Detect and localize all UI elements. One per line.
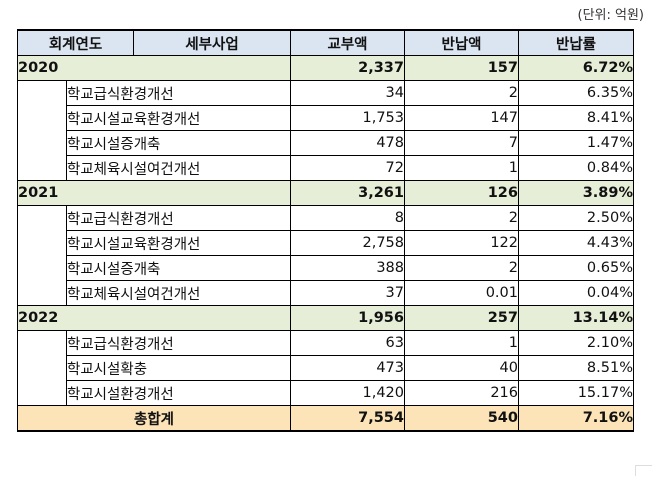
table-row: 학교시설교육환경개선 2,758 122 4.43% (18, 230, 634, 256)
item-rate: 8.51% (518, 355, 634, 381)
item-name: 학교시설교육환경개선 (66, 105, 291, 131)
item-returned: 147 (404, 105, 519, 131)
total-grant: 7,554 (290, 405, 405, 432)
page-corner-mark (635, 465, 652, 476)
item-returned: 2 (404, 255, 519, 281)
header-return-rate: 반납률 (518, 29, 634, 56)
year-grant: 1,956 (290, 305, 405, 331)
year-rate: 3.89% (518, 180, 634, 206)
item-name: 학교시설교육환경개선 (66, 230, 291, 256)
item-name: 학교시설환경개선 (66, 380, 291, 406)
item-name: 학교급식환경개선 (66, 80, 291, 106)
year-label: 2020 (17, 55, 291, 81)
year-returned: 257 (404, 305, 519, 331)
item-name: 학교체육시설여건개선 (66, 155, 291, 181)
total-returned: 540 (404, 405, 519, 432)
item-grant: 2,758 (290, 230, 405, 256)
total-rate: 7.16% (518, 405, 634, 432)
item-grant: 388 (290, 255, 405, 281)
item-returned: 2 (404, 205, 519, 231)
item-grant: 63 (290, 330, 405, 356)
year-returned: 126 (404, 180, 519, 206)
year-row-2021: 2021 3,261 126 3.89% (17, 180, 634, 206)
item-returned: 122 (404, 230, 519, 256)
item-rate: 0.84% (518, 155, 634, 181)
item-grant: 72 (290, 155, 405, 181)
item-grant: 1,753 (290, 105, 405, 131)
item-returned: 1 (404, 330, 519, 356)
item-returned: 7 (404, 130, 519, 156)
year-spacer-cell (17, 205, 67, 306)
item-rate: 0.04% (518, 280, 634, 306)
table-row: 학교시설증개축 478 7 1.47% (18, 130, 634, 156)
table-row: 학교시설증개축 388 2 0.65% (18, 255, 634, 281)
header-grant: 교부액 (290, 29, 405, 56)
year-label: 2021 (17, 180, 291, 206)
year-grant: 2,337 (290, 55, 405, 81)
table-row: 학교체육시설여건개선 37 0.01 0.04% (18, 280, 634, 306)
item-name: 학교급식환경개선 (66, 330, 291, 356)
year-rate: 13.14% (518, 305, 634, 331)
item-rate: 8.41% (518, 105, 634, 131)
item-grant: 37 (290, 280, 405, 306)
header-fiscal-year: 회계연도 (17, 29, 134, 56)
item-rate: 0.65% (518, 255, 634, 281)
item-name: 학교시설증개축 (66, 255, 291, 281)
item-returned: 40 (404, 355, 519, 381)
item-rate: 2.50% (518, 205, 634, 231)
table-row: 학교급식환경개선 34 2 6.35% (17, 80, 634, 181)
item-grant: 8 (290, 205, 405, 231)
item-name: 학교시설증개축 (66, 130, 291, 156)
item-grant: 1,420 (290, 380, 405, 406)
table-header-row: 회계연도 세부사업 교부액 반납액 반납률 (17, 29, 634, 56)
unit-label: (단위: 억원) (577, 8, 645, 23)
year-grant: 3,261 (290, 180, 405, 206)
item-rate: 1.47% (518, 130, 634, 156)
year-returned: 157 (404, 55, 519, 81)
item-returned: 216 (404, 380, 519, 406)
item-name: 학교시설확충 (66, 355, 291, 381)
item-rate: 4.43% (518, 230, 634, 256)
header-sub-project: 세부사업 (133, 29, 291, 56)
item-returned: 2 (404, 80, 519, 106)
item-grant: 34 (290, 80, 405, 106)
year-rate: 6.72% (518, 55, 634, 81)
item-name: 학교급식환경개선 (66, 205, 291, 231)
item-returned: 1 (404, 155, 519, 181)
table-row: 학교시설환경개선 1,420 216 15.17% (18, 380, 634, 406)
total-row: 총합계 7,554 540 7.16% (17, 405, 634, 432)
total-label: 총합계 (17, 405, 291, 432)
year-spacer-cell (17, 330, 67, 406)
item-grant: 473 (290, 355, 405, 381)
item-grant: 478 (290, 130, 405, 156)
year-row-2020: 2020 2,337 157 6.72% (17, 55, 634, 81)
item-rate: 15.17% (518, 380, 634, 406)
grant-return-table: 회계연도 세부사업 교부액 반납액 반납률 2020 2,337 157 6.7… (17, 29, 634, 432)
year-spacer-cell (17, 80, 67, 181)
table-row: 학교급식환경개선 63 1 2.10% (17, 330, 634, 406)
item-name: 학교체육시설여건개선 (66, 280, 291, 306)
table-row: 학교체육시설여건개선 72 1 0.84% (18, 155, 634, 181)
table-row: 학교시설확충 473 40 8.51% (18, 355, 634, 381)
header-returned: 반납액 (404, 29, 519, 56)
table-row: 학교급식환경개선 8 2 2.50% (17, 205, 634, 306)
year-label: 2022 (17, 305, 291, 331)
table-row: 학교시설교육환경개선 1,753 147 8.41% (18, 105, 634, 131)
year-row-2022: 2022 1,956 257 13.14% (17, 305, 634, 331)
item-rate: 6.35% (518, 80, 634, 106)
item-rate: 2.10% (518, 330, 634, 356)
item-returned: 0.01 (404, 280, 519, 306)
